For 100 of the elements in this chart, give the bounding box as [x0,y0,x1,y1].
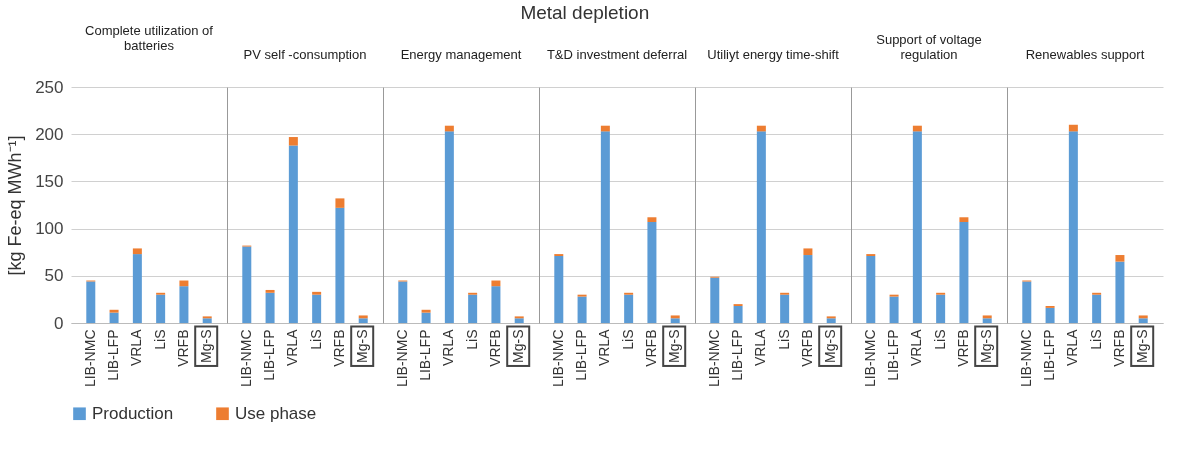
bar [647,217,657,222]
bar [1068,124,1078,132]
bar [86,281,96,323]
bar [335,207,345,323]
x-tick-label: VRFB [642,329,659,367]
bar [577,296,587,323]
bar [109,309,119,313]
bar [132,248,142,255]
bar [398,281,408,323]
x-tick-label: VRFB [954,329,971,367]
x-tick-label: VRLA [440,328,457,367]
y-tick-label: 50 [44,266,64,286]
bar [1022,281,1032,323]
bar [242,246,252,323]
bar [491,286,501,323]
bar [109,312,119,323]
text: Metal depletion [520,2,650,23]
bar [179,286,189,323]
bar [554,255,564,323]
x-tick-label: VRFB [1110,329,1127,367]
bar [670,318,680,323]
x-tick-label: LIB-NMC [705,329,722,388]
bar [780,294,790,323]
bar [514,318,524,323]
x-tick-label: LiS [307,329,324,350]
bar [982,318,992,323]
y-tick-label: 200 [35,124,64,144]
bar [803,248,813,256]
x-tick-label: VRLA [128,328,145,367]
x-tick-label: LIB-LFP [1041,329,1058,381]
bar [889,296,899,323]
x-tick-label: LIB-LFP [573,329,590,381]
bar [1045,307,1055,323]
x-tick-label: LIB-LFP [417,329,434,381]
bar [600,131,610,323]
bar [1138,315,1148,319]
x-tick-label: LiS [151,329,168,350]
x-tick-label: LiS [1087,329,1104,350]
bar [288,145,298,323]
bar [312,291,322,295]
bar [132,254,142,323]
x-tick-label: LiS [775,329,792,350]
bar [866,255,876,323]
bar [265,289,275,293]
bar [358,315,368,319]
y-tick-label: 100 [35,219,64,239]
x-tick-label: LIB-LFP [885,329,902,381]
bar [1115,255,1125,262]
chart-title: Support of voltage regulation [876,32,982,62]
legend-label: Production [92,403,174,423]
x-tick-label: LiS [463,329,480,350]
bar [1115,261,1125,323]
bar [670,315,680,319]
bar [156,294,166,323]
bar [647,221,657,323]
bar [421,309,431,313]
bar [936,294,946,323]
x-tick-label: VRFB [798,329,815,367]
bar [358,318,368,323]
bar [421,312,431,323]
x-tick-label: LIB-LFP [261,329,278,381]
bar [982,315,992,319]
bar [1068,131,1078,323]
x-tick-label: VRLA [908,328,925,367]
bar [756,131,766,323]
bar [803,255,813,323]
x-tick-label: VRLA [284,328,301,367]
bar [733,306,743,323]
x-tick-label: LIB-NMC [1017,329,1034,388]
bar [312,294,322,323]
bar [912,131,922,323]
y-axis-title: [kg Fe-eq MWh⁻¹] [5,135,26,276]
x-tick-label: LiS [931,329,948,350]
chart-title: Renewables support [1025,47,1145,62]
chart-title: Utiliyt energy time-shift [707,47,840,62]
bar [265,292,275,323]
x-tick-label: VRFB [330,329,347,367]
bar [335,198,345,208]
bar [826,318,836,323]
x-tick-label: LIB-NMC [393,329,410,388]
x-tick-label: LIB-LFP [729,329,746,381]
bar [710,277,720,323]
y-tick-label: 250 [35,77,64,97]
bar [202,318,212,323]
y-tick-label: 0 [54,313,64,333]
x-tick-label: LIB-NMC [861,329,878,388]
x-tick-label: LIB-LFP [105,329,122,381]
bar [468,294,478,323]
y-tick-label: 150 [35,171,64,191]
bar [959,221,969,323]
chart-title: Complete utilization of batteries [85,23,214,53]
bar [1092,294,1102,323]
x-tick-label: LIB-NMC [81,329,98,388]
chart-title: T&D investment deferral [546,47,688,62]
x-tick-label: LIB-NMC [237,329,254,388]
x-tick-label: LiS [619,329,636,350]
chart-title: PV self -consumption [243,47,367,62]
x-tick-label: VRFB [486,329,503,367]
bar [444,131,454,323]
x-tick-label: VRFB [174,329,191,367]
